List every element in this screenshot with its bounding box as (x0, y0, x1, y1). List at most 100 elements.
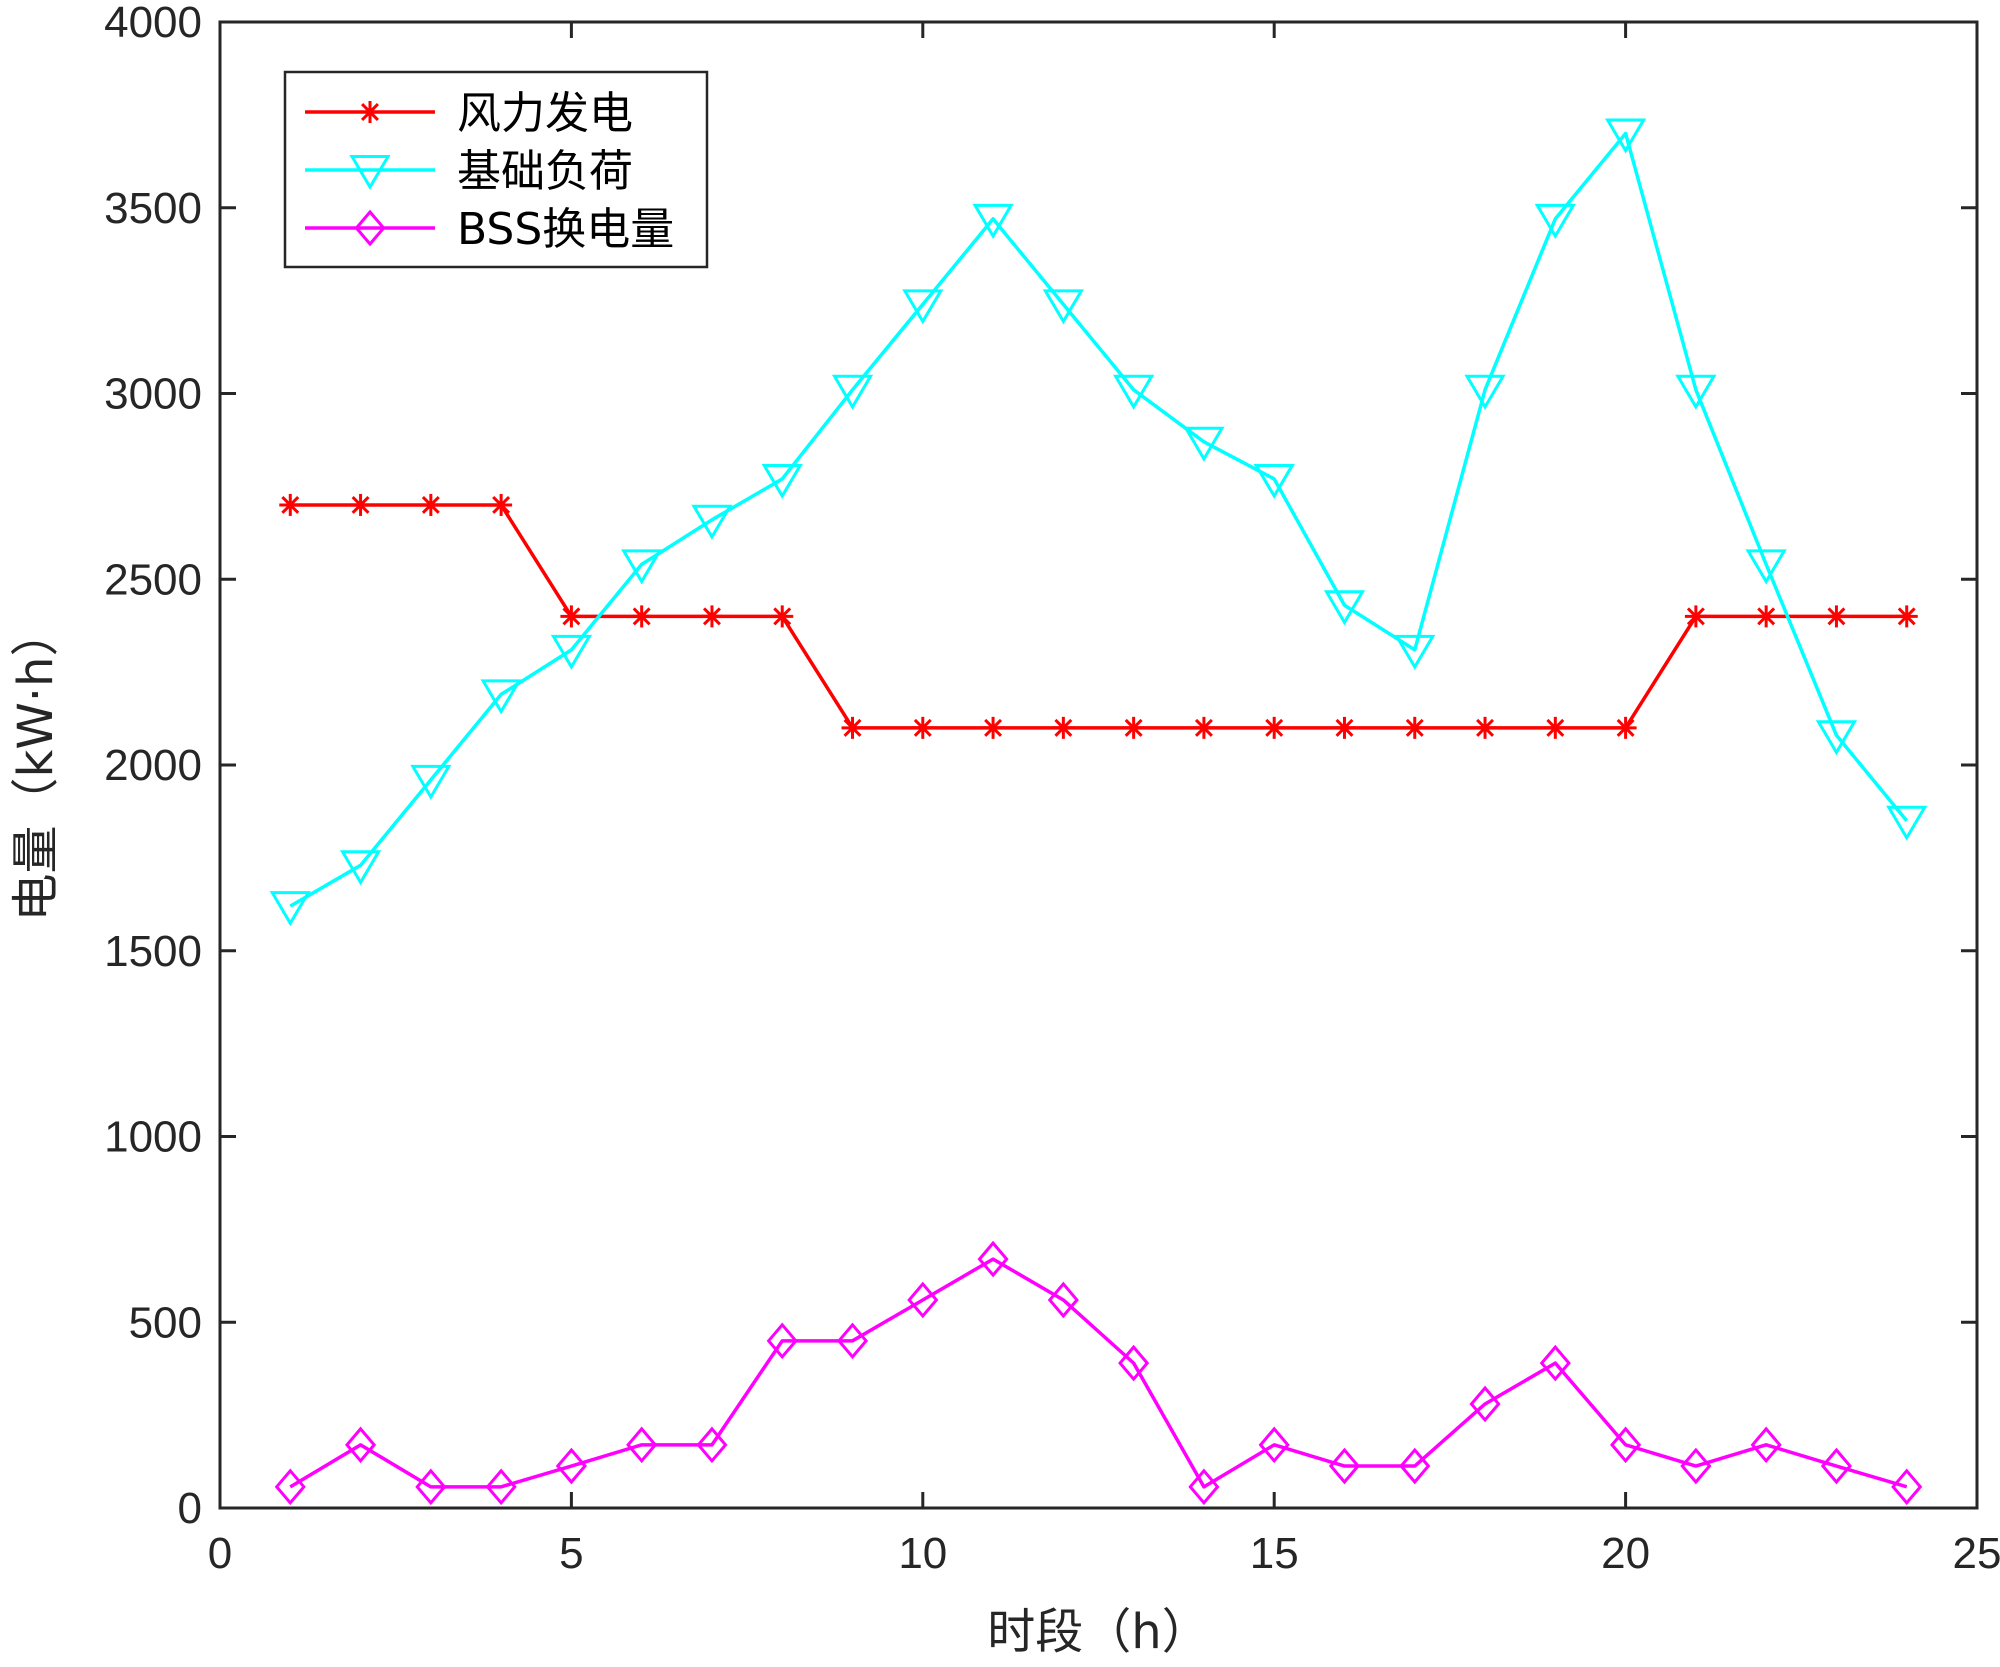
y-tick-label: 2500 (104, 555, 202, 604)
data-point (550, 634, 593, 670)
data-point (626, 1426, 658, 1464)
legend-marker (349, 155, 391, 191)
data-point (1118, 1344, 1150, 1382)
data-point (1539, 1344, 1571, 1382)
data-point (1604, 118, 1647, 154)
series-line (289, 131, 1909, 908)
data-point (1680, 1447, 1712, 1485)
data-point (1474, 716, 1497, 739)
legend-item: 风力发电 (305, 88, 633, 139)
data-point (279, 493, 302, 516)
data-point (841, 716, 864, 739)
data-point (1891, 1468, 1923, 1506)
y-tick-label: 3500 (104, 184, 202, 233)
legend-marker (359, 101, 381, 123)
data-point (1820, 1447, 1853, 1485)
legend-item: 基础负荷 (305, 146, 633, 197)
data-point (907, 1281, 939, 1319)
data-point (410, 764, 452, 800)
data-point (1042, 289, 1084, 325)
data-point (691, 504, 733, 540)
data-point (1113, 374, 1155, 410)
data-point (696, 1426, 728, 1464)
x-tick-label: 0 (208, 1529, 232, 1578)
data-point (621, 549, 663, 585)
data-point (419, 493, 442, 516)
data-point (485, 1468, 517, 1506)
data-point (1755, 605, 1778, 628)
x-tick-label: 20 (1601, 1529, 1650, 1578)
x-axis-label: 时段（h） (987, 1604, 1209, 1660)
data-point (761, 463, 803, 500)
series-1 (279, 493, 1918, 739)
data-point (982, 716, 1005, 739)
legend-label: 基础负荷 (457, 146, 633, 197)
data-point (1610, 1426, 1642, 1464)
y-tick-label: 1000 (104, 1113, 202, 1162)
x-tick-label: 5 (559, 1529, 583, 1578)
data-point (1333, 716, 1356, 739)
data-point (480, 679, 522, 715)
series-3 (274, 1240, 1923, 1506)
data-point (1403, 716, 1426, 739)
data-point (1399, 1447, 1431, 1485)
axis-ticks: 0 5 10 15 20 25 0 500 1000 1500 2000 2500 3000 3500 40… (104, 0, 2000, 1578)
data-point (1745, 549, 1787, 585)
data-point (1122, 716, 1145, 739)
data-point (1052, 716, 1075, 739)
data-point (766, 1322, 798, 1360)
y-tick-label: 3000 (104, 370, 202, 419)
y-tick-label: 1500 (104, 927, 202, 976)
data-point (1464, 374, 1506, 410)
data-point (1188, 1468, 1220, 1506)
legend-label: 风力发电 (457, 88, 633, 139)
data-point (836, 1322, 869, 1360)
y-tick-label: 2000 (104, 741, 202, 790)
data-point (1895, 605, 1918, 628)
y-tick-label: 500 (129, 1298, 202, 1347)
y-axis-label: 电量（kW·h） (8, 609, 64, 922)
data-point (1469, 1385, 1501, 1423)
data-point (555, 1447, 587, 1485)
y-tick-label: 0 (178, 1484, 202, 1533)
data-point (771, 605, 794, 628)
data-point (1815, 720, 1858, 756)
data-point (339, 850, 382, 886)
data-point (1258, 1426, 1290, 1464)
data-point (1047, 1281, 1079, 1319)
data-point (1192, 716, 1215, 739)
legend-marker (354, 209, 386, 247)
series-line (290, 503, 1907, 730)
data-point (1183, 426, 1225, 462)
data-point (1750, 1426, 1782, 1464)
data-point (1323, 590, 1366, 626)
data-point (274, 1468, 306, 1506)
data-point (1684, 605, 1707, 628)
legend-label: BSS换电量 (457, 204, 674, 255)
data-point (902, 289, 944, 325)
data-point (1534, 203, 1576, 239)
data-point (700, 605, 723, 628)
data-point (349, 493, 372, 516)
x-tick-label: 10 (898, 1529, 947, 1578)
data-point (972, 203, 1014, 239)
legend-item: BSS换电量 (305, 204, 674, 255)
data-point (831, 374, 874, 410)
data-point (490, 493, 513, 516)
x-tick-label: 15 (1250, 1529, 1299, 1578)
data-point (1825, 605, 1848, 628)
series-2 (269, 118, 1928, 927)
data-point (1886, 805, 1928, 841)
data-point (1544, 716, 1567, 739)
data-point (911, 716, 934, 739)
data-point (1675, 374, 1717, 410)
data-point (344, 1426, 377, 1464)
data-point (269, 891, 311, 927)
y-tick-label: 4000 (104, 0, 202, 47)
data-point (977, 1240, 1009, 1278)
x-tick-label: 25 (1953, 1529, 2000, 1578)
plot-area (269, 118, 1928, 1506)
data-point (630, 605, 653, 628)
